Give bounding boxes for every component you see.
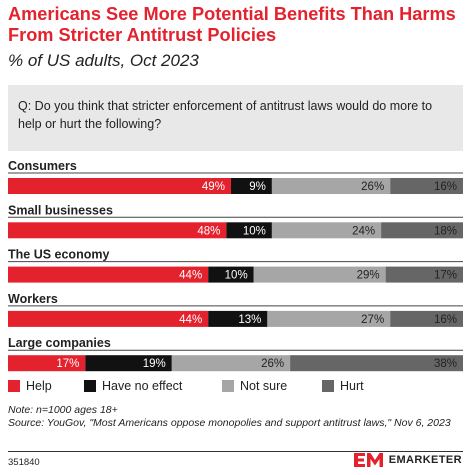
brand-name: EMARKETER [388, 454, 462, 466]
value-label-consumers-hurt: 16% [434, 181, 457, 193]
value-label-consumers-have-no-effect: 9% [249, 181, 266, 193]
bar-the-us-economy-help [8, 266, 209, 283]
value-label-small-businesses-help: 48% [197, 225, 220, 237]
legend-swatch-not-sure [222, 380, 234, 392]
value-label-workers-help: 44% [179, 314, 202, 326]
legend-swatch-help [8, 380, 20, 392]
footer-divider [8, 451, 463, 452]
value-label-the-us-economy-have-no-effect: 10% [225, 270, 248, 282]
bar-large-companies-have-no-effect [85, 355, 172, 372]
chart-id: 351840 [8, 457, 40, 468]
value-label-the-us-economy-help: 44% [179, 270, 202, 282]
emarketer-logo: EMARKETER [353, 452, 462, 468]
value-label-workers-not-sure: 27% [361, 314, 384, 326]
bar-consumers-have-no-effect [230, 178, 272, 194]
bar-small-businesses-have-no-effect [226, 222, 272, 239]
bar-small-businesses-hurt [381, 222, 463, 239]
value-label-large-companies-hurt: 38% [434, 358, 457, 370]
note-text: Note: n=1000 ages 18+ [8, 404, 118, 416]
category-label-consumers: Consumers [8, 159, 77, 173]
category-label-workers: Workers [8, 292, 58, 306]
bar-workers-help [8, 310, 209, 327]
value-label-small-businesses-hurt: 18% [434, 225, 457, 237]
bar-consumers-hurt [390, 178, 463, 194]
em-logo-icon [353, 453, 383, 467]
bar-small-businesses-not-sure [271, 222, 382, 239]
bar-large-companies-hurt [290, 355, 463, 372]
value-label-large-companies-have-no-effect: 19% [143, 358, 166, 370]
chart-notes: Note: n=1000 ages 18+ Source: YouGov, "M… [8, 404, 463, 429]
legend-label-hurt: Hurt [340, 379, 364, 393]
value-label-consumers-not-sure: 26% [361, 181, 384, 193]
legend-label-not-sure: Not sure [240, 379, 288, 393]
bar-the-us-economy-hurt [385, 266, 463, 283]
source-text: Source: YouGov, "Most Americans oppose m… [8, 416, 451, 429]
bar-consumers-not-sure [271, 178, 391, 194]
bar-small-businesses-help [8, 222, 227, 239]
legend-swatch-no-effect [84, 380, 96, 392]
chart-legend: Help Have no effect Not sure Hurt [8, 379, 463, 395]
bar-the-us-economy-have-no-effect [208, 266, 254, 283]
bar-large-companies-help [8, 355, 86, 372]
legend-label-no-effect: Have no effect [102, 379, 183, 393]
bar-consumers-help [8, 178, 231, 194]
value-label-small-businesses-have-no-effect: 10% [243, 225, 266, 237]
bar-workers-have-no-effect [208, 310, 268, 327]
value-label-the-us-economy-not-sure: 29% [357, 270, 380, 282]
value-label-large-companies-help: 17% [56, 358, 79, 370]
question-box: Q: Do you think that stricter enforcemen… [8, 85, 463, 151]
chart-title: Americans See More Potential Benefits Th… [8, 4, 456, 45]
bar-workers-hurt [390, 310, 463, 327]
legend-label-help: Help [26, 379, 52, 393]
bar-large-companies-not-sure [171, 355, 291, 372]
value-label-large-companies-not-sure: 26% [261, 358, 284, 370]
category-label-large-companies: Large companies [8, 336, 111, 350]
value-label-workers-have-no-effect: 13% [238, 314, 261, 326]
stacked-bar-chart: Consumers 49% 9% 26% 16% Small businesses 48% 1… [8, 159, 463, 372]
legend-item-no-effect: Have no effect [84, 379, 182, 393]
question-text: Q: Do you think that stricter enforcemen… [18, 99, 433, 131]
legend-swatch-hurt [322, 380, 334, 392]
legend-item-not-sure: Not sure [222, 379, 287, 393]
bar-the-us-economy-not-sure [253, 266, 386, 283]
legend-item-hurt: Hurt [322, 379, 364, 393]
category-label-small-businesses: Small businesses [8, 203, 113, 217]
value-label-consumers-help: 49% [202, 181, 225, 193]
chart-subtitle: % of US adults, Oct 2023 [8, 51, 199, 70]
bar-workers-not-sure [267, 310, 391, 327]
value-label-small-businesses-not-sure: 24% [352, 225, 375, 237]
value-label-workers-hurt: 16% [434, 314, 457, 326]
legend-item-help: Help [8, 379, 52, 393]
value-label-the-us-economy-hurt: 17% [434, 270, 457, 282]
category-label-the-us-economy: The US economy [8, 248, 109, 262]
